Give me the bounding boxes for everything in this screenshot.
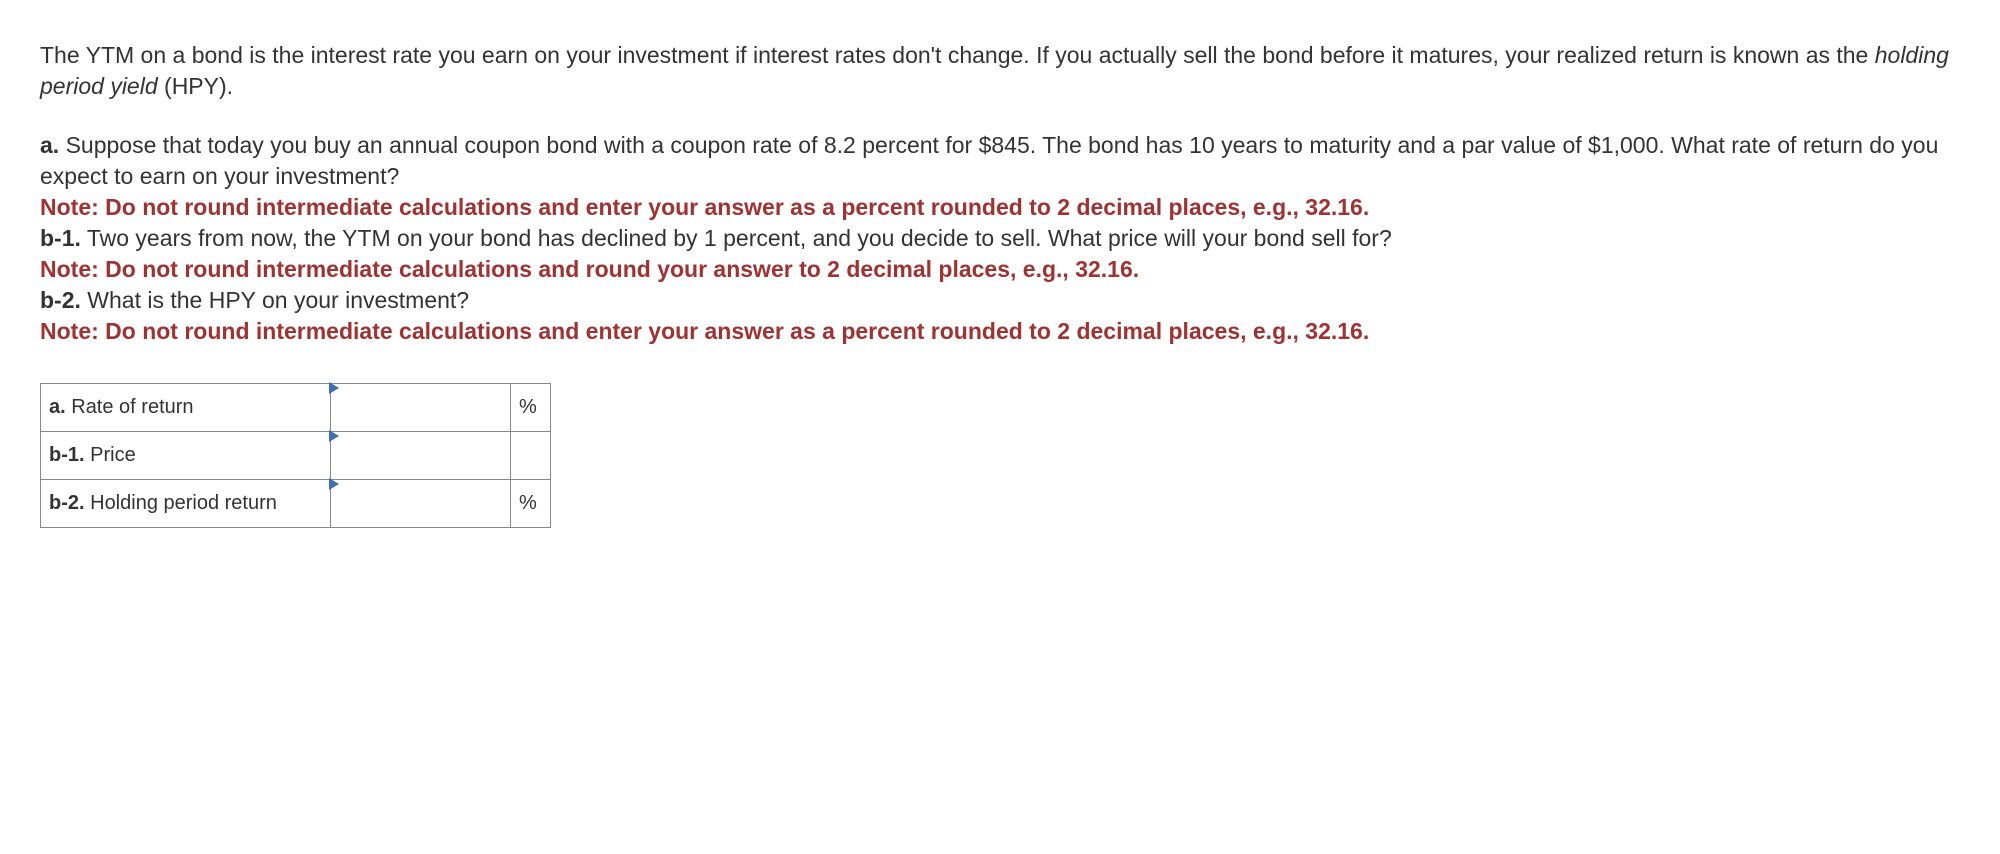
row-a-label-text: Rate of return xyxy=(66,396,194,418)
question-a-label: a. xyxy=(40,132,59,158)
row-b2-unit: % xyxy=(511,480,551,528)
input-marker-icon xyxy=(329,382,339,394)
table-row: b-2. Holding period return % xyxy=(41,480,551,528)
row-a-unit: % xyxy=(511,384,551,432)
row-b2-label-text: Holding period return xyxy=(85,492,277,514)
row-a-label-bold: a. xyxy=(49,396,66,418)
price-input[interactable] xyxy=(339,438,502,473)
rate-of-return-input[interactable] xyxy=(339,390,502,425)
row-b2-label-bold: b-2. xyxy=(49,492,85,514)
question-a-text: Suppose that today you buy an annual cou… xyxy=(40,132,1938,189)
question-b2: b-2. What is the HPY on your investment? xyxy=(40,285,1960,316)
row-b1-label-bold: b-1. xyxy=(49,444,85,466)
row-b2-input-cell[interactable] xyxy=(331,480,511,528)
question-b1-text: Two years from now, the YTM on your bond… xyxy=(81,225,1392,251)
question-a: a. Suppose that today you buy an annual … xyxy=(40,130,1960,192)
holding-period-return-input[interactable] xyxy=(339,486,502,521)
row-b2-label: b-2. Holding period return xyxy=(41,480,331,528)
note-b1: Note: Do not round intermediate calculat… xyxy=(40,254,1960,285)
question-b1-label: b-1. xyxy=(40,225,81,251)
row-b1-input-cell[interactable] xyxy=(331,432,511,480)
question-b2-text: What is the HPY on your investment? xyxy=(81,287,469,313)
input-marker-icon xyxy=(329,430,339,442)
row-a-input-cell[interactable] xyxy=(331,384,511,432)
row-b1-unit xyxy=(511,432,551,480)
table-row: b-1. Price xyxy=(41,432,551,480)
intro-paragraph: The YTM on a bond is the interest rate y… xyxy=(40,40,1960,102)
note-b2: Note: Do not round intermediate calculat… xyxy=(40,316,1960,347)
questions-block: a. Suppose that today you buy an annual … xyxy=(40,130,1960,347)
answers-table: a. Rate of return % b-1. Price b-2. Hold… xyxy=(40,383,551,528)
row-b1-label: b-1. Price xyxy=(41,432,331,480)
row-b1-label-text: Price xyxy=(85,444,136,466)
row-a-label: a. Rate of return xyxy=(41,384,331,432)
intro-text-2: (HPY). xyxy=(158,73,233,99)
input-marker-icon xyxy=(329,478,339,490)
question-b1: b-1. Two years from now, the YTM on your… xyxy=(40,223,1960,254)
intro-text-1: The YTM on a bond is the interest rate y… xyxy=(40,42,1875,68)
question-content: The YTM on a bond is the interest rate y… xyxy=(40,40,1960,528)
note-a: Note: Do not round intermediate calculat… xyxy=(40,192,1960,223)
table-row: a. Rate of return % xyxy=(41,384,551,432)
question-b2-label: b-2. xyxy=(40,287,81,313)
